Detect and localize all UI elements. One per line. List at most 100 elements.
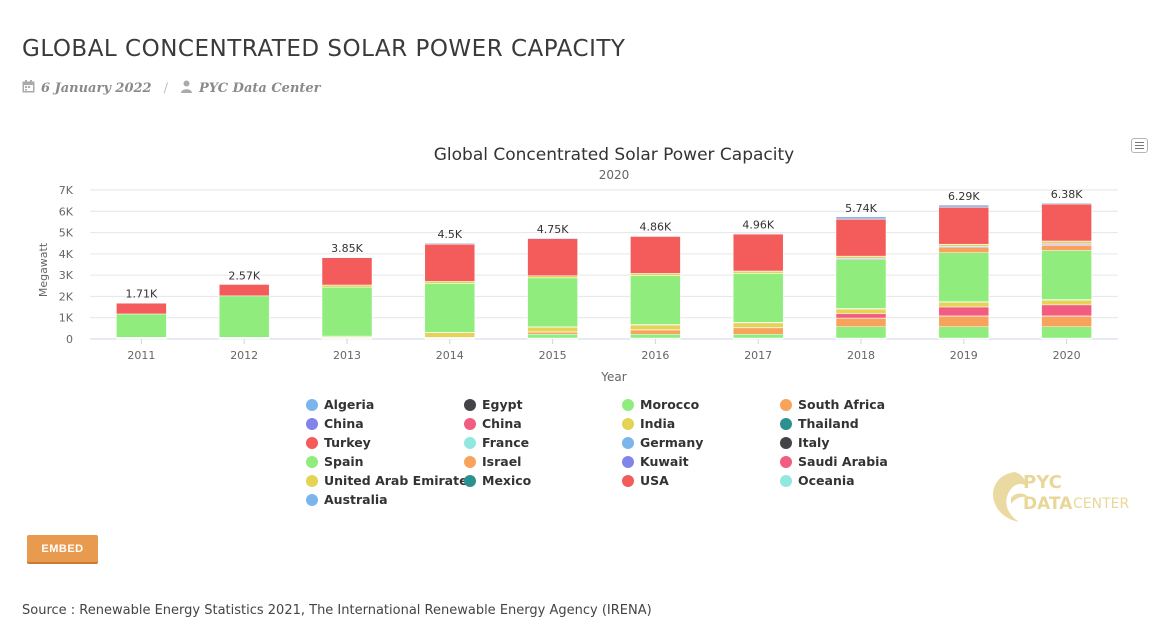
legend-label: France [482, 435, 530, 450]
legend-item[interactable]: Oceania [780, 473, 855, 488]
bar-segment[interactable] [732, 271, 784, 274]
legend-label: Morocco [640, 397, 700, 412]
bar-segment[interactable] [630, 324, 681, 330]
bar-segment[interactable] [527, 238, 578, 276]
bar-segment[interactable] [1041, 241, 1092, 244]
bar-segment[interactable] [1041, 326, 1092, 339]
legend-item[interactable]: Morocco [622, 397, 699, 412]
bar-segment[interactable] [938, 206, 990, 245]
legend-item[interactable]: Israel [464, 454, 521, 469]
legend-item[interactable]: China [306, 416, 364, 431]
bar-segment[interactable] [835, 313, 887, 319]
bar-segment[interactable] [835, 308, 887, 315]
bar-segment[interactable] [938, 244, 990, 247]
bar-segment[interactable] [116, 302, 167, 315]
bar-segment[interactable] [938, 204, 990, 208]
legend-marker [622, 455, 634, 468]
legend-marker [622, 398, 634, 411]
bar-segment[interactable] [1041, 203, 1092, 242]
legend-item[interactable]: Turkey [306, 435, 371, 450]
bar-segment[interactable] [1041, 304, 1092, 317]
bar-segment[interactable] [527, 331, 578, 335]
embed-button[interactable]: EMBED [27, 535, 98, 562]
bar-segment[interactable] [835, 256, 887, 259]
legend-item[interactable]: India [622, 416, 675, 431]
bar-segment[interactable] [218, 295, 270, 338]
legend-item[interactable]: Spain [306, 454, 364, 469]
legend-item[interactable]: Egypt [464, 397, 523, 412]
bar-segment[interactable] [527, 326, 578, 333]
bar-segment[interactable] [630, 236, 681, 274]
legend-item[interactable]: Algeria [306, 397, 374, 412]
bar-segment[interactable] [527, 277, 578, 328]
bar-segment[interactable] [1041, 245, 1092, 251]
bar-segment[interactable] [630, 333, 681, 339]
bar-segment[interactable] [835, 317, 887, 328]
bar-segment[interactable] [1041, 299, 1092, 306]
bar-segment[interactable] [938, 252, 990, 302]
bar-segment[interactable] [835, 259, 887, 309]
x-tick-label: 2011 [127, 349, 155, 362]
bar-segment[interactable] [1041, 250, 1092, 300]
bar-segment[interactable] [630, 329, 681, 335]
bar-segment[interactable] [116, 313, 167, 338]
total-label: 4.5K [437, 228, 462, 241]
legend-marker [780, 398, 792, 411]
x-tick-label: 2013 [333, 349, 361, 362]
bar-segment[interactable] [938, 247, 990, 254]
bar-segment[interactable] [732, 233, 784, 235]
bar-segment[interactable] [424, 243, 476, 282]
source-note: Source : Renewable Energy Statistics 202… [22, 603, 652, 618]
bar-segment[interactable] [938, 315, 990, 328]
bar-segment[interactable] [732, 273, 784, 323]
bar-segment[interactable] [835, 326, 887, 339]
legend-item[interactable]: Saudi Arabia [780, 454, 888, 469]
chart-menu-button[interactable] [1131, 138, 1148, 153]
legend-item[interactable]: Mexico [464, 473, 531, 488]
bar-segment[interactable] [732, 322, 784, 328]
bar-segment[interactable] [218, 284, 270, 297]
bar-segment[interactable] [321, 286, 373, 337]
legend-marker [780, 455, 792, 468]
x-tick-label: 2016 [641, 349, 669, 362]
legend-item[interactable]: Italy [780, 435, 830, 450]
logo-mark-icon [993, 472, 1029, 522]
bar-segment[interactable] [938, 326, 990, 339]
legend-label: Turkey [324, 435, 371, 450]
legend-label: Saudi Arabia [798, 454, 888, 469]
bar-segment[interactable] [527, 333, 578, 339]
bar-segment[interactable] [630, 275, 681, 325]
legend-item[interactable]: Germany [622, 435, 703, 450]
bar-segment[interactable] [938, 301, 990, 308]
legend-item[interactable]: Kuwait [622, 454, 689, 469]
bar-segment[interactable] [321, 257, 373, 286]
bar-segment[interactable] [630, 273, 681, 276]
bar-segment[interactable] [835, 216, 887, 220]
bar-segment[interactable] [527, 237, 578, 239]
x-tick-label: 2012 [230, 349, 258, 362]
bar-segment[interactable] [938, 306, 990, 317]
legend-item[interactable]: Thailand [780, 416, 859, 431]
bar-segment[interactable] [732, 333, 784, 339]
bar-segment[interactable] [732, 233, 784, 272]
legend-item[interactable]: South Africa [780, 397, 885, 412]
bar-segment[interactable] [424, 283, 476, 333]
post-author[interactable]: PYC Data Center [198, 81, 321, 96]
bar-segment[interactable] [1041, 315, 1092, 328]
bar-segment[interactable] [424, 281, 476, 284]
legend-item[interactable]: France [464, 435, 529, 450]
bar-segment[interactable] [835, 218, 887, 257]
legend-item[interactable]: United Arab Emirates [306, 473, 475, 488]
bar-segment[interactable] [321, 284, 373, 288]
legend-marker [306, 398, 318, 411]
bar-segment[interactable] [732, 327, 784, 335]
legend-item[interactable]: USA [622, 473, 669, 488]
legend-label: India [640, 416, 676, 431]
bar-segment[interactable] [424, 242, 476, 245]
bar-segment[interactable] [424, 332, 476, 338]
y-axis: 0 1K 2K 3K 4K 5K 6K 7K [59, 184, 74, 346]
bar-segment[interactable] [527, 275, 578, 279]
bar-segment[interactable] [1041, 202, 1092, 205]
legend-item[interactable]: Australia [306, 492, 388, 507]
legend-item[interactable]: China [464, 416, 522, 431]
